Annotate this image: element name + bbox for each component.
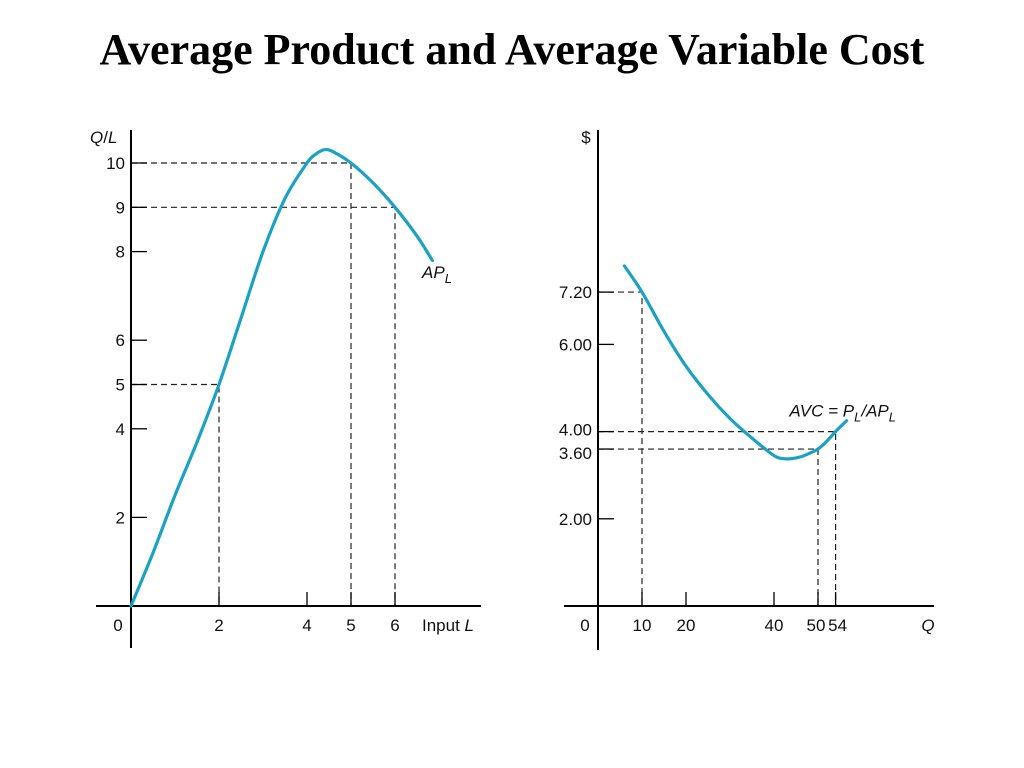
ap-curve (129, 147, 434, 608)
y-tick-label: 4 (116, 420, 125, 439)
avc-label-subscript: L (854, 410, 861, 425)
x-tick-label: 50 (807, 616, 826, 635)
y-tick-label: 5 (116, 376, 125, 395)
x-tick-label: 40 (765, 616, 784, 635)
slide-title: Average Product and Average Variable Cos… (99, 25, 925, 74)
y-axis-label: Q/L (90, 128, 117, 147)
dashed-guide-line (598, 431, 837, 606)
y-tick-label: 8 (116, 243, 125, 262)
y-tick-label: 6.00 (559, 335, 592, 354)
x-tick-label: 54 (828, 616, 847, 635)
y-axis-label-denominator: L (108, 128, 117, 147)
y-tick-label: 7.20 (559, 283, 592, 302)
avc-label-text: /AP (860, 402, 889, 421)
ap-label-main: AP (421, 263, 445, 282)
y-tick-label: 2.00 (559, 510, 592, 529)
dashed-guide-line (131, 206, 396, 606)
y-tick-label: 2 (116, 508, 125, 527)
y-tick-label: 3.60 (559, 444, 592, 463)
x-axis-label: Q (921, 616, 934, 635)
x-tick-label: 6 (390, 616, 399, 635)
y-tick-label: 10 (106, 154, 125, 173)
avc-curve (622, 264, 849, 461)
origin-label: 0 (580, 616, 589, 635)
x-tick-label: 4 (302, 616, 311, 635)
dashed-guide-line (598, 448, 819, 606)
avc-label-subscript: L (889, 410, 896, 425)
x-axis-label: Input L (422, 616, 474, 635)
y-tick-label: 9 (116, 198, 125, 217)
origin-label: 0 (113, 616, 122, 635)
x-tick-label: 10 (633, 616, 652, 635)
x-tick-label: 20 (677, 616, 696, 635)
y-axis-label-numerator: Q (90, 128, 103, 147)
avc-curve-label: AVC = PL/APL (788, 402, 896, 425)
y-tick-label: 4.00 (559, 421, 592, 440)
ap-curve-label: APL (421, 263, 452, 286)
y-axis-label: $ (581, 128, 591, 147)
x-axis-label-word: Input (422, 616, 465, 635)
y-axis-label-slash: / (103, 128, 108, 147)
x-axis-label-variable: L (465, 616, 474, 635)
y-tick-label: 6 (116, 331, 125, 350)
average-variable-cost-chart: 2.00 3.60 4.00 6.00 7.20 10 20 40 50 54 0 Q $ AVC = P… (559, 128, 935, 650)
ap-label-subscript: L (445, 271, 452, 286)
x-tick-label: 2 (214, 616, 223, 635)
x-tick-label: 5 (346, 616, 355, 635)
avc-label-text: AVC = P (788, 402, 854, 421)
dashed-guide-line (131, 383, 220, 606)
